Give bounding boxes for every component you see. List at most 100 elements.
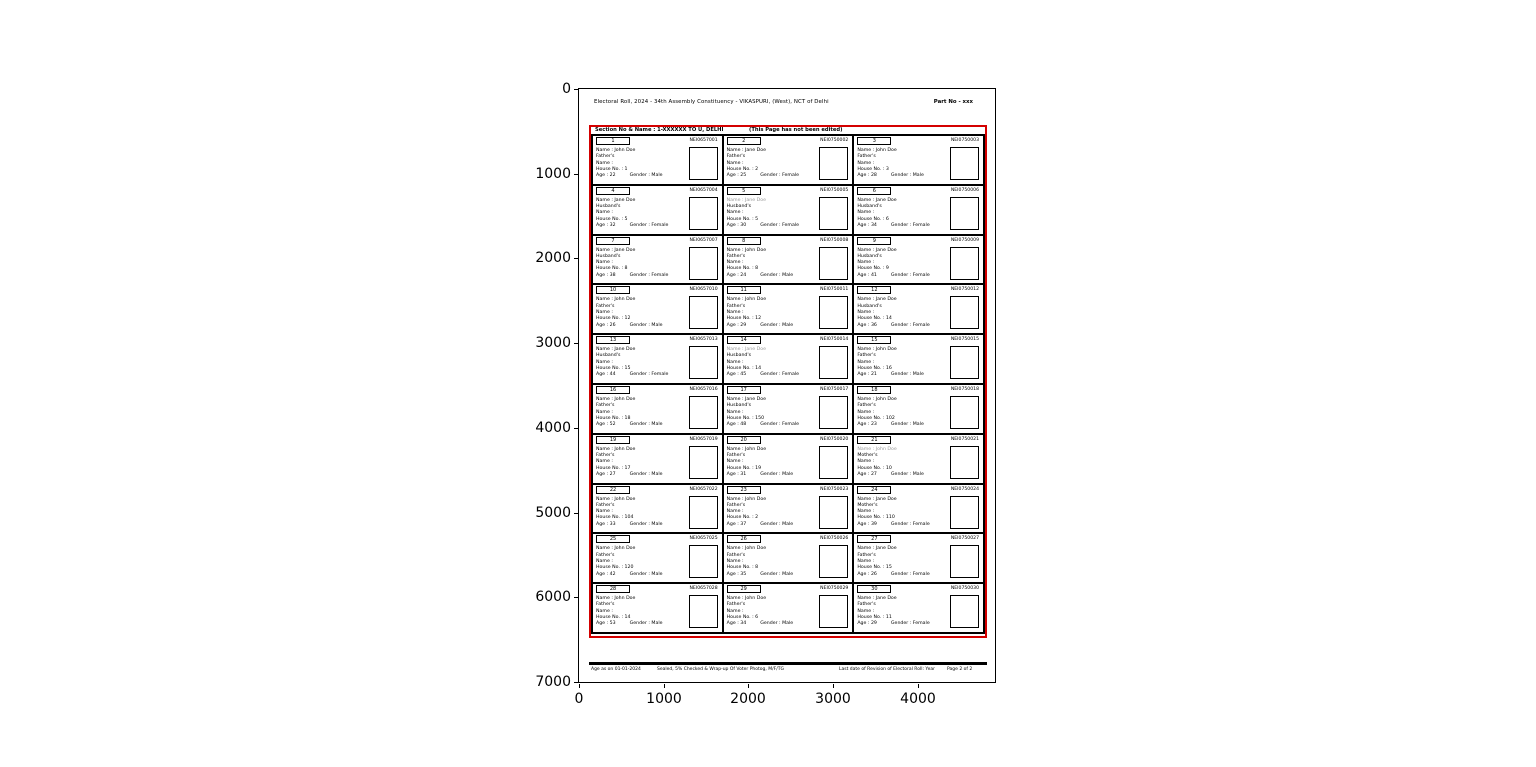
epic-number: NEI0750012 [950, 287, 979, 293]
relation-line-2: Name : [726, 260, 744, 266]
gender-value: Gender : Female [760, 173, 800, 179]
voter-photo-box [688, 445, 718, 479]
voter-photo-box [819, 395, 849, 429]
house-line: House No. : 6 [726, 615, 759, 621]
serial-number-box: 1 [596, 137, 630, 145]
voter-details: Name : Jane Doe Father's Name : House No. :… [857, 546, 929, 577]
page-edit-note: (This Page has not been edited) [749, 127, 843, 133]
gender-value: Gender : Male [629, 471, 663, 477]
gender-value: Gender : Male [890, 422, 924, 428]
gender-value: Gender : Female [629, 222, 669, 228]
gender-value: Gender : Female [629, 372, 669, 378]
age-value: Age : 41 [857, 272, 877, 278]
age-value: Age : 21 [857, 372, 877, 378]
x-tick-label: 3000 [815, 691, 851, 707]
voter-photo-box [950, 545, 979, 579]
serial-number-box: 30 [857, 585, 892, 594]
voter-card: 10 NEI0657010 Name : John Doe Father's Name … [593, 285, 722, 334]
age-value: Age : 36 [857, 322, 877, 328]
x-tick-mark [833, 684, 834, 688]
epic-number: NEI0750011 [820, 287, 849, 293]
epic-number: NEI0750015 [950, 337, 979, 343]
y-tick-label: 6000 [535, 589, 571, 605]
y-tick-label: 3000 [535, 335, 571, 351]
epic-number: NEI0750018 [950, 386, 979, 392]
footer-segment: Last date of Revision of Electoral Roll:… [839, 667, 935, 672]
gender-value: Gender : Male [760, 621, 794, 627]
voter-photo-box [819, 445, 849, 479]
x-tick-mark [918, 684, 919, 688]
age-gender-line: Age : 28 Gender : Male [857, 173, 924, 179]
serial-number-box: 12 [857, 286, 892, 295]
relation-line-2: Name : [596, 459, 613, 465]
epic-number: NEI0750009 [950, 237, 979, 243]
gender-value: Gender : Male [629, 621, 663, 627]
epic-number: NEI0750008 [820, 237, 849, 243]
age-gender-line: Age : 21 Gender : Male [857, 372, 924, 378]
relation-line-2: Name : [596, 558, 613, 564]
house-line: House No. : 2 [726, 515, 759, 521]
voter-card: 16 NEI0657016 Name : John Doe Father's Name … [593, 384, 722, 433]
age-value: Age : 32 [596, 222, 616, 228]
gender-value: Gender : Male [629, 571, 663, 577]
age-gender-line: Age : 24 Gender : Male [727, 273, 794, 279]
serial-number-box: 10 [596, 286, 630, 295]
age-gender-line: Age : 39 Gender : Female [857, 522, 929, 528]
voter-card: 24 NEI0750024 Name : Jane Doe Mother's Name … [854, 484, 983, 533]
gender-value: Gender : Male [760, 322, 794, 328]
serial-number-box: 26 [726, 535, 761, 544]
y-tick-label: 7000 [535, 674, 571, 690]
voter-details: Name : John Doe Mother's Name : House No. :… [857, 447, 924, 478]
gender-value: Gender : Male [890, 173, 924, 179]
voter-photo-box [950, 296, 979, 330]
voter-card: 14 NEI0750014 Name : Jane Doe Husband's Name… [723, 335, 853, 383]
house-line: House No. : 8 [726, 266, 759, 272]
age-gender-line: Age : 35 Gender : Male [727, 572, 794, 578]
house-line: House No. : 11 [857, 615, 892, 621]
voter-card: 5 NEI0750005 Name : Jane Doe Husband's Name … [723, 185, 853, 234]
epic-number: NEI0750020 [820, 436, 849, 442]
serial-number-box: 3 [857, 137, 892, 145]
relation-line-1: Husband's [596, 353, 621, 359]
name-line: Name : Jane Doe [857, 197, 897, 203]
age-value: Age : 23 [857, 422, 877, 428]
voter-card: 27 NEI0750027 Name : Jane Doe Father's Name … [854, 534, 983, 583]
age-value: Age : 31 [726, 471, 747, 477]
voter-photo-box [950, 346, 979, 380]
age-gender-line: Age : 45 Gender : Female [727, 372, 799, 378]
relation-line-2: Name : [596, 608, 613, 614]
name-line: Name : John Doe [596, 148, 636, 153]
relation-line-1: Husband's [726, 204, 752, 210]
house-line: House No. : 15 [857, 565, 892, 571]
age-gender-line: Age : 34 Gender : Female [857, 223, 929, 229]
relation-line-2: Name : [726, 509, 744, 515]
voter-details: Name : John Doe Father's Name : House No. :… [727, 297, 794, 328]
name-line: Name : Jane Doe [857, 247, 897, 253]
y-tick-mark [574, 513, 578, 514]
age-value: Age : 26 [857, 571, 877, 577]
relation-line-2: Name : [726, 160, 744, 166]
age-value: Age : 24 [726, 272, 747, 278]
age-value: Age : 35 [726, 571, 747, 577]
gender-value: Gender : Male [760, 272, 794, 278]
voter-details: Name : Jane Doe Husband's Name : House No. … [596, 347, 668, 378]
voter-photo-box [819, 545, 849, 579]
serial-number-box: 8 [726, 236, 761, 245]
voter-card: 26 NEI0750026 Name : John Doe Father's Name … [723, 534, 853, 583]
age-value: Age : 28 [857, 173, 877, 179]
voter-details: Name : John Doe Father's Name : House No. :… [596, 397, 663, 428]
name-line: Name : Jane Doe [596, 347, 636, 353]
voter-details: Name : John Doe Father's Name : House No. :… [596, 497, 663, 528]
house-line: House No. : 14 [857, 316, 892, 322]
x-tick-mark [664, 684, 665, 688]
epic-number: NEI0750030 [950, 586, 979, 592]
gender-value: Gender : Female [890, 222, 930, 228]
gender-value: Gender : Male [629, 422, 663, 428]
voter-card: 25 NEI0657025 Name : John Doe Father's Name … [593, 534, 722, 583]
voter-photo-box [688, 246, 718, 280]
relation-line-1: Father's [596, 154, 615, 160]
x-tick-label: 2000 [730, 691, 766, 707]
voter-details: Name : John Doe Father's Name : House No. :… [596, 297, 663, 328]
relation-line-1: Father's [726, 453, 746, 459]
